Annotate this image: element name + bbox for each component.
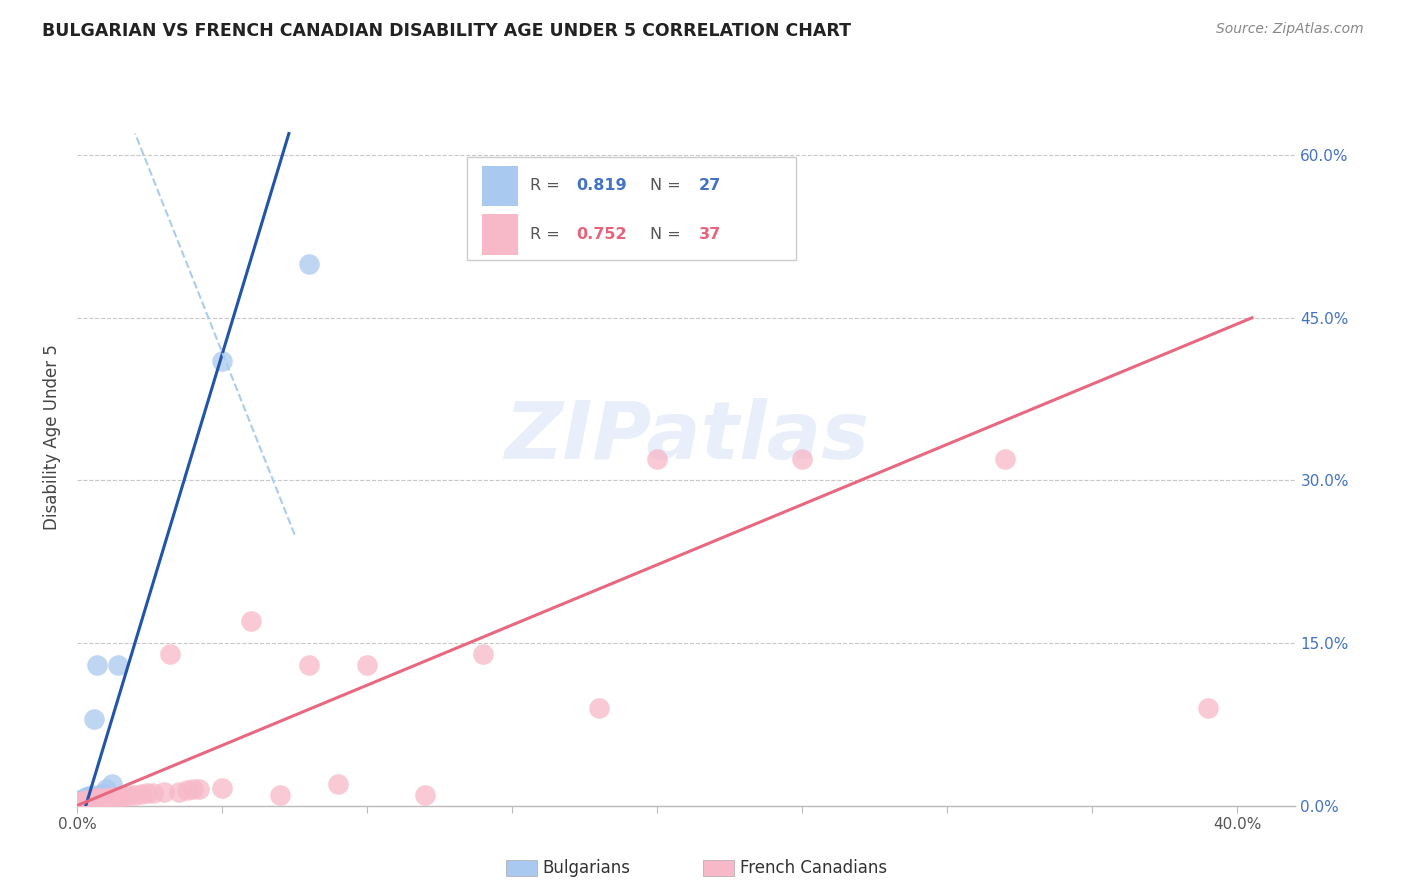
Point [94, 791, 117, 805]
Point [69, 794, 91, 808]
Point [107, 789, 129, 804]
Text: 0.819: 0.819 [576, 178, 627, 194]
Point [83, 793, 105, 807]
Point [588, 701, 610, 715]
Point [80, 788, 103, 802]
Point [75, 793, 97, 807]
Point [153, 784, 176, 798]
Point [129, 787, 152, 801]
Point [75, 795, 97, 809]
Point [118, 788, 141, 802]
Point [124, 788, 146, 802]
Point [328, 777, 350, 791]
Text: 0.752: 0.752 [576, 227, 627, 242]
Point [77, 793, 100, 807]
Point [91, 786, 114, 800]
Point [645, 451, 668, 466]
Text: 37: 37 [699, 227, 721, 242]
Point [187, 782, 209, 797]
Text: French Canadians: French Canadians [740, 859, 887, 877]
Point [69, 795, 91, 809]
Text: Bulgarians: Bulgarians [543, 859, 631, 877]
Point [75, 793, 97, 807]
Point [181, 782, 204, 797]
Point [83, 712, 105, 726]
Text: N =: N = [650, 227, 686, 242]
Point [86, 791, 108, 805]
Point [72, 795, 94, 809]
Text: N =: N = [650, 178, 686, 194]
Point [89, 791, 111, 805]
Point [110, 789, 132, 803]
Text: 27: 27 [699, 178, 721, 194]
Bar [482, 166, 519, 206]
Text: BULGARIAN VS FRENCH CANADIAN DISABILITY AGE UNDER 5 CORRELATION CHART: BULGARIAN VS FRENCH CANADIAN DISABILITY … [42, 22, 851, 40]
Point [159, 647, 181, 661]
Point [792, 451, 814, 466]
Text: Source: ZipAtlas.com: Source: ZipAtlas.com [1216, 22, 1364, 37]
Y-axis label: Disability Age Under 5: Disability Age Under 5 [44, 344, 60, 530]
Point [101, 777, 124, 791]
Text: ZIPatlas: ZIPatlas [503, 398, 869, 476]
FancyBboxPatch shape [467, 157, 796, 260]
Point [83, 792, 105, 806]
Point [86, 657, 108, 672]
Point [72, 794, 94, 808]
Point [994, 451, 1017, 466]
Point [80, 794, 103, 808]
Point [167, 784, 190, 798]
Point [77, 794, 100, 808]
Point [75, 789, 97, 804]
Point [211, 781, 233, 796]
Point [101, 789, 124, 804]
Point [298, 657, 321, 672]
Point [472, 647, 495, 661]
Point [77, 789, 100, 803]
Point [298, 257, 321, 271]
Point [1197, 701, 1219, 715]
Point [107, 657, 129, 672]
Point [69, 793, 91, 807]
Text: R =: R = [530, 178, 565, 194]
Point [69, 795, 91, 809]
Point [269, 788, 291, 802]
Point [75, 794, 97, 808]
Point [94, 782, 117, 797]
Point [72, 794, 94, 808]
Point [72, 792, 94, 806]
Point [80, 792, 103, 806]
Bar [482, 214, 519, 254]
Point [141, 786, 163, 800]
Point [356, 657, 378, 672]
Point [176, 783, 198, 797]
Point [211, 354, 233, 368]
Text: R =: R = [530, 227, 565, 242]
Point [413, 788, 436, 802]
Point [112, 789, 135, 803]
Point [89, 788, 111, 802]
Point [77, 792, 100, 806]
Point [72, 793, 94, 807]
Point [135, 786, 157, 800]
Point [80, 791, 103, 805]
Point [240, 615, 263, 629]
